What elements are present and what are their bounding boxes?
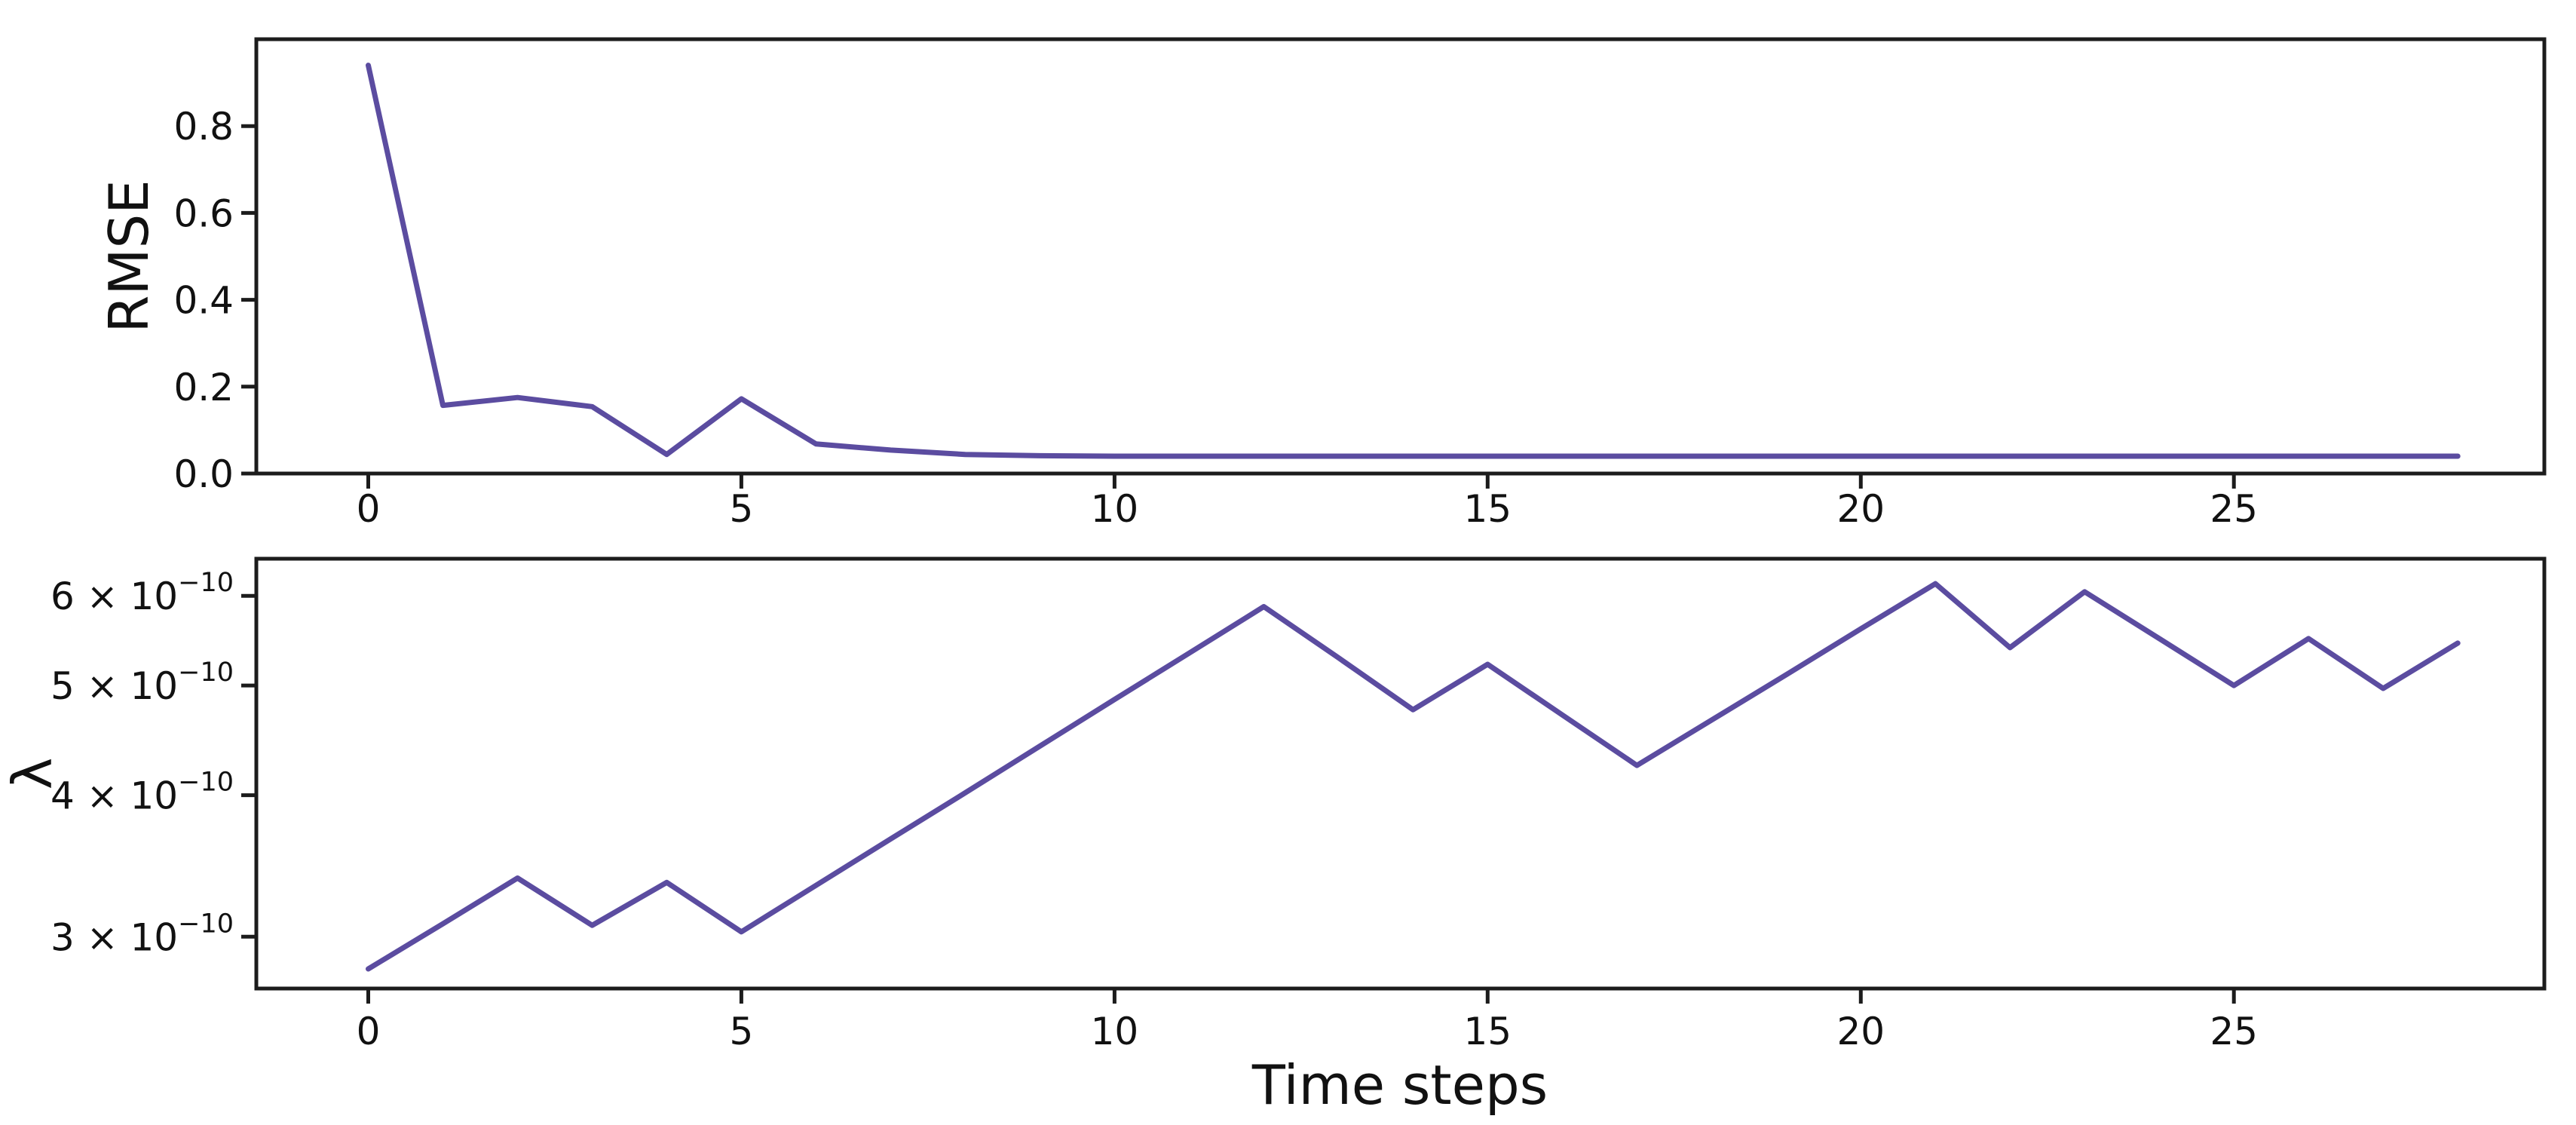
y-tick-label: 0.4 bbox=[173, 279, 234, 323]
y-tick-label: 0.2 bbox=[173, 366, 234, 409]
rmse-axes-ticks: 0 5 10 15 20 25 0.0 0.2 0.4 0.6 0.8 bbox=[173, 105, 2258, 531]
y-tick-label: 3 × 10−10 bbox=[51, 909, 234, 959]
x-tick-label: 10 bbox=[1091, 1010, 1139, 1053]
y-tick-label: 0.6 bbox=[173, 192, 234, 235]
x-axis-label: Time steps bbox=[1251, 1053, 1548, 1117]
rmse-subplot: 0 5 10 15 20 25 0.0 0.2 0.4 0.6 0.8 RMSE bbox=[97, 37, 2547, 531]
rmse-plot-border bbox=[254, 37, 2547, 476]
x-tick-label: 15 bbox=[1463, 487, 1512, 531]
lambda-series-line bbox=[366, 581, 2461, 972]
x-tick-label: 25 bbox=[2210, 1010, 2258, 1053]
lambda-y-axis-label: λ bbox=[1, 758, 64, 790]
x-tick-label: 15 bbox=[1463, 1010, 1512, 1053]
x-tick-label: 0 bbox=[357, 1010, 381, 1053]
y-tick-label: 0.8 bbox=[173, 105, 234, 149]
x-tick-label: 5 bbox=[729, 1010, 753, 1053]
rmse-series-line bbox=[366, 63, 2461, 459]
lambda-axes-ticks: 0 5 10 15 20 25 3 × 10−10 4 × 10−10 5 × 10−10 6 ×… bbox=[51, 568, 2258, 1053]
x-tick-label: 20 bbox=[1836, 487, 1885, 531]
x-tick-label: 5 bbox=[729, 487, 753, 531]
lambda-plot-border bbox=[254, 556, 2547, 991]
rmse-y-axis-label: RMSE bbox=[97, 179, 161, 333]
y-tick-label: 0.0 bbox=[173, 452, 234, 496]
y-tick-label: 6 × 10−10 bbox=[51, 568, 234, 618]
y-tick-label: 4 × 10−10 bbox=[51, 768, 234, 818]
x-tick-label: 20 bbox=[1836, 1010, 1885, 1053]
x-tick-label: 0 bbox=[357, 487, 381, 531]
lambda-subplot: 0 5 10 15 20 25 3 × 10−10 4 × 10−10 5 × 10−10 6 ×… bbox=[1, 556, 2547, 1117]
x-tick-label: 10 bbox=[1091, 487, 1139, 531]
y-tick-label: 5 × 10−10 bbox=[51, 658, 234, 708]
x-tick-label: 25 bbox=[2210, 487, 2258, 531]
